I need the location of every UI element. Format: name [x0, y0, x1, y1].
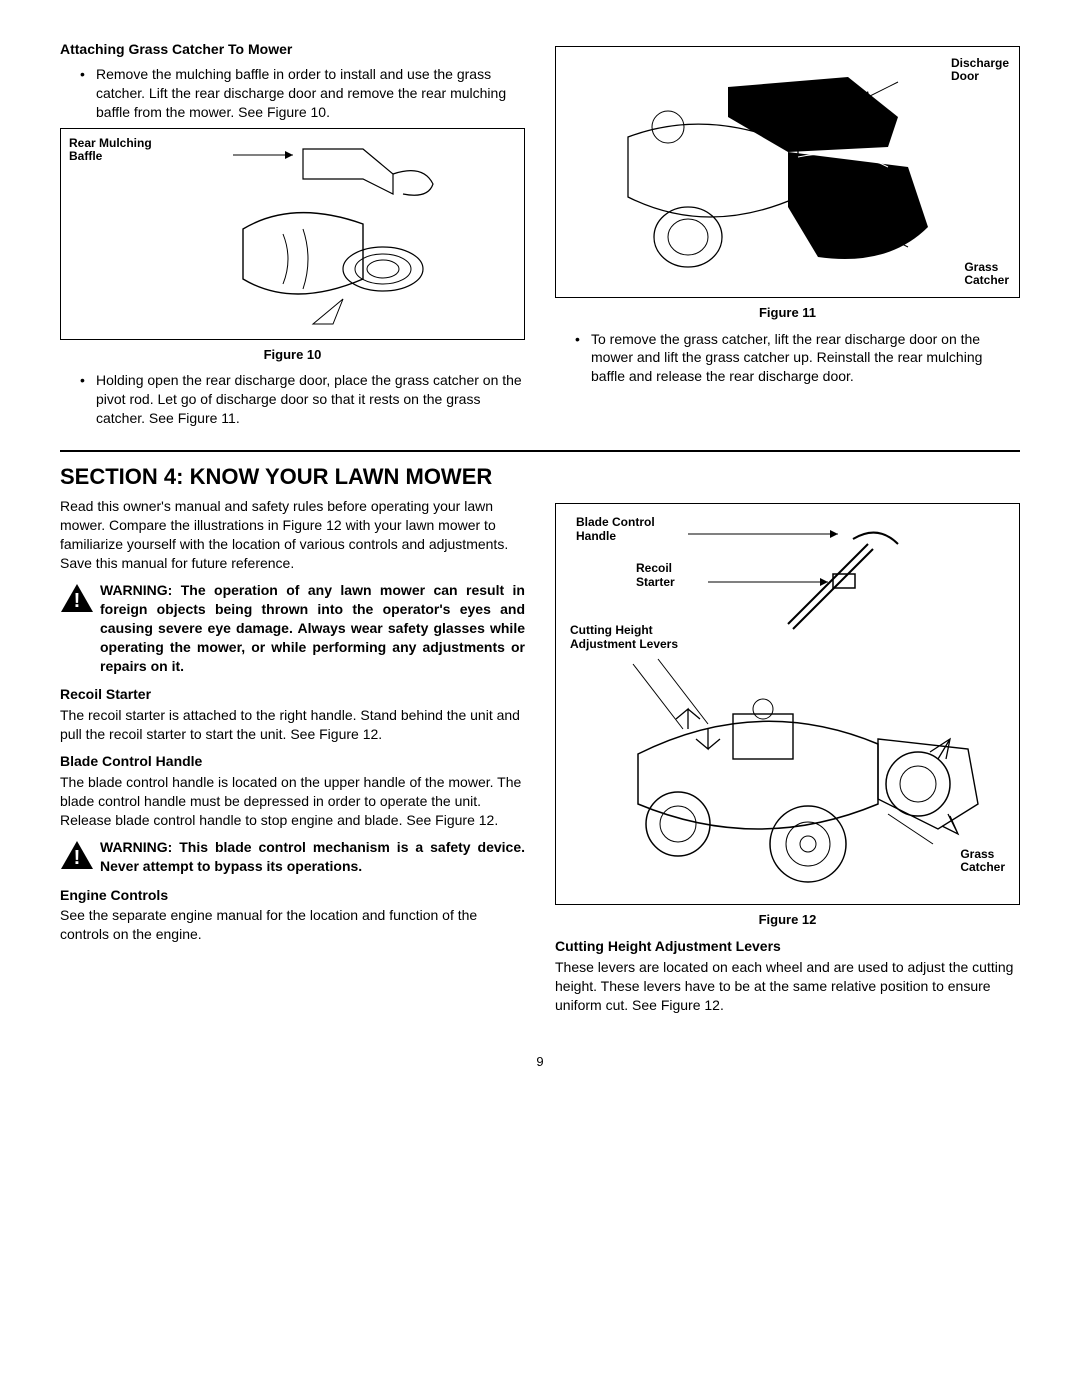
- page-number: 9: [60, 1053, 1020, 1071]
- bullet-remove-catcher: • To remove the grass catcher, lift the …: [575, 330, 1020, 387]
- section4-title: SECTION 4: KNOW YOUR LAWN MOWER: [60, 462, 1020, 492]
- figure-10: Rear Mulching Baffle: [60, 128, 525, 340]
- warning-icon: !: [60, 581, 100, 675]
- section-divider: [60, 450, 1020, 452]
- warning-icon: !: [60, 838, 100, 876]
- bullet-dot: •: [80, 65, 96, 122]
- heading-attaching: Attaching Grass Catcher To Mower: [60, 40, 525, 59]
- engine-controls-head: Engine Controls: [60, 886, 525, 905]
- bullet-text: Holding open the rear discharge door, pl…: [96, 371, 525, 428]
- fig12-label-blade: Blade Control Handle: [576, 516, 655, 542]
- bullet-text: To remove the grass catcher, lift the re…: [591, 330, 1020, 387]
- blade-control-body: The blade control handle is located on t…: [60, 773, 525, 830]
- svg-text:!: !: [74, 590, 81, 612]
- bullet-text: Remove the mulching baffle in order to i…: [96, 65, 525, 122]
- warning-text: WARNING: The operation of any lawn mower…: [100, 581, 525, 675]
- recoil-starter-head: Recoil Starter: [60, 685, 525, 704]
- recoil-starter-body: The recoil starter is attached to the ri…: [60, 706, 525, 744]
- fig12-label-catcher: Grass Catcher: [960, 848, 1005, 874]
- fig11-caption: Figure 11: [555, 304, 1020, 322]
- fig11-drawing: [588, 57, 988, 287]
- blade-control-head: Blade Control Handle: [60, 752, 525, 771]
- bullet-remove-baffle: • Remove the mulching baffle in order to…: [80, 65, 525, 122]
- cutting-height-head: Cutting Height Adjustment Levers: [555, 937, 1020, 956]
- engine-controls-body: See the separate engine manual for the l…: [60, 906, 525, 944]
- fig10-label-baffle: Rear Mulching Baffle: [69, 137, 152, 163]
- cutting-height-body: These levers are located on each wheel a…: [555, 958, 1020, 1015]
- fig12-label-recoil: Recoil Starter: [636, 562, 675, 588]
- fig10-drawing: [133, 139, 453, 329]
- warning-eye-damage: ! WARNING: The operation of any lawn mow…: [60, 581, 525, 675]
- bullet-dot: •: [575, 330, 591, 387]
- section4-intro: Read this owner's manual and safety rule…: [60, 497, 525, 573]
- bullet-holding-open: • Holding open the rear discharge door, …: [80, 371, 525, 428]
- fig11-label-catcher: Grass Catcher: [964, 261, 1009, 287]
- fig10-caption: Figure 10: [60, 346, 525, 364]
- bullet-dot: •: [80, 371, 96, 428]
- fig12-caption: Figure 12: [555, 911, 1020, 929]
- fig12-label-cutting: Cutting Height Adjustment Levers: [570, 624, 678, 650]
- fig11-label-door: Discharge Door: [951, 57, 1009, 83]
- warning-blade-control: ! WARNING: This blade control mechanism …: [60, 838, 525, 876]
- figure-12: Blade Control Handle Recoil Starter Cutt…: [555, 503, 1020, 905]
- figure-11: Discharge Door Grass Catcher: [555, 46, 1020, 298]
- svg-text:!: !: [74, 847, 81, 869]
- warning-text: WARNING: This blade control mechanism is…: [100, 838, 525, 876]
